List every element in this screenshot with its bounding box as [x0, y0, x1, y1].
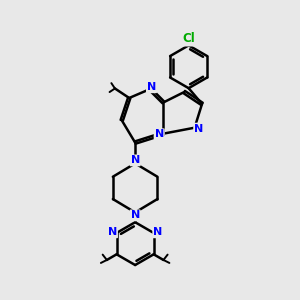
Text: Cl: Cl: [182, 32, 195, 45]
Text: N: N: [153, 227, 163, 237]
Text: N: N: [154, 129, 164, 139]
Text: N: N: [147, 82, 156, 92]
Text: N: N: [108, 227, 117, 237]
Text: Cl: Cl: [182, 32, 195, 45]
Text: N: N: [194, 124, 203, 134]
Text: N: N: [130, 210, 140, 220]
Text: N: N: [130, 155, 140, 165]
